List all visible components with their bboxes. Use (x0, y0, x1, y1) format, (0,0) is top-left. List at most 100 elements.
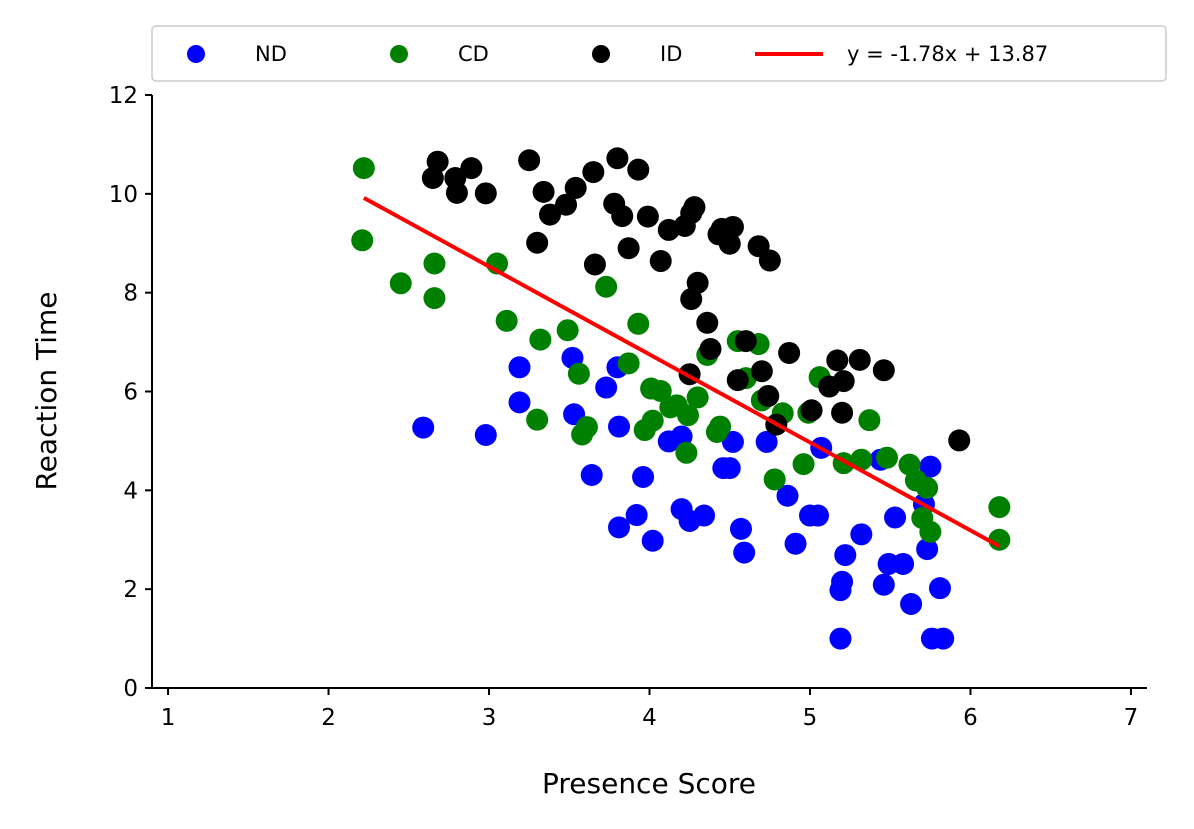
data-point-nd (872, 573, 895, 596)
data-point-cd (850, 448, 873, 471)
data-point-id (696, 311, 719, 334)
data-point-cd (675, 441, 698, 464)
data-point-nd (755, 430, 778, 453)
y-tick-label: 6 (123, 380, 138, 406)
data-point-id (872, 359, 895, 382)
x-tick-label: 5 (803, 705, 818, 731)
data-point-nd (474, 423, 497, 446)
data-point-cd (792, 453, 815, 476)
data-point-nd (829, 627, 852, 650)
data-point-id (445, 181, 468, 204)
y-tick-label: 4 (123, 478, 138, 504)
data-point-nd (412, 416, 435, 439)
data-point-nd (729, 517, 752, 540)
data-point-id (831, 401, 854, 424)
data-point-nd (807, 504, 830, 527)
data-point-id (683, 196, 706, 219)
data-point-cd (567, 362, 590, 385)
data-point-id (539, 203, 561, 226)
data-point-cd (495, 309, 518, 332)
data-point-id (611, 205, 634, 228)
data-point-id (583, 253, 606, 276)
data-point-id (555, 193, 578, 216)
data-point-cd (389, 272, 412, 295)
x-axis-ticks: 1 2 3 4 5 6 7 (161, 688, 1139, 731)
data-point-id (617, 237, 640, 260)
data-point-cd (529, 328, 552, 351)
y-tick-label: 10 (109, 182, 138, 208)
data-point-nd (932, 627, 955, 650)
data-point-id (718, 232, 741, 255)
y-axis-title: Reaction Time (30, 291, 63, 490)
data-point-cd (649, 380, 672, 403)
data-point-id (699, 338, 722, 361)
data-point-id (750, 360, 773, 383)
data-point-nd (693, 504, 716, 527)
data-point-nd (721, 430, 744, 453)
data-point-cd (686, 386, 709, 409)
x-tick-label: 6 (963, 705, 978, 731)
data-point-cd (763, 468, 786, 491)
series-id (421, 147, 971, 452)
data-point-nd (608, 415, 631, 438)
legend-marker-cd (390, 45, 408, 63)
data-point-nd (784, 532, 807, 555)
data-point-id (686, 271, 709, 294)
data-point-id (649, 250, 672, 273)
data-point-nd (834, 544, 857, 567)
data-point-cd (595, 275, 618, 298)
data-point-id (426, 150, 449, 173)
data-point-nd (632, 465, 655, 488)
data-point-nd (831, 570, 854, 593)
x-tick-label: 7 (1124, 705, 1139, 731)
data-point-cd (919, 520, 942, 543)
data-point-id (564, 176, 587, 199)
data-point-nd (595, 376, 618, 399)
data-point-cd (352, 157, 375, 180)
data-point-nd (776, 484, 799, 507)
regression-fit-line (362, 196, 1001, 548)
data-point-id (526, 231, 549, 254)
data-point-cd (617, 352, 640, 375)
data-point-nd (850, 523, 873, 546)
data-point-id (757, 384, 780, 407)
data-point-cd (627, 312, 650, 335)
legend-label-id: ID (660, 42, 682, 66)
data-point-nd (884, 506, 907, 529)
legend-frame (151, 25, 1167, 82)
data-point-cd (876, 446, 899, 469)
data-point-nd (733, 541, 756, 564)
y-tick-label: 12 (109, 83, 138, 109)
x-tick-label: 4 (642, 705, 657, 731)
data-point-cd (677, 404, 700, 427)
data-point-nd (608, 516, 631, 539)
data-point-id (832, 370, 855, 393)
data-point-id (778, 341, 801, 364)
data-point-id (734, 330, 757, 353)
series-nd (412, 346, 955, 650)
data-point-id (460, 157, 483, 180)
data-point-id (800, 399, 823, 422)
data-point-cd (423, 287, 446, 310)
data-point-nd (928, 577, 951, 600)
data-point-cd (351, 229, 374, 252)
data-point-id (758, 249, 781, 272)
data-point-id (726, 369, 749, 392)
data-point-nd (508, 391, 531, 414)
data-point-id (582, 161, 605, 184)
data-point-id (532, 180, 555, 203)
x-tick-label: 3 (482, 705, 497, 731)
data-point-nd (508, 356, 531, 379)
data-point-cd (709, 415, 732, 438)
data-point-nd (625, 504, 648, 527)
data-point-nd (718, 457, 741, 480)
data-point-id (948, 429, 971, 452)
legend-label-nd: ND (255, 42, 287, 66)
data-point-cd (575, 416, 598, 439)
data-point-id (474, 182, 497, 205)
data-point-cd (988, 496, 1011, 519)
data-point-id (518, 149, 541, 172)
data-point-id (636, 205, 659, 228)
data-point-cd (526, 408, 549, 431)
